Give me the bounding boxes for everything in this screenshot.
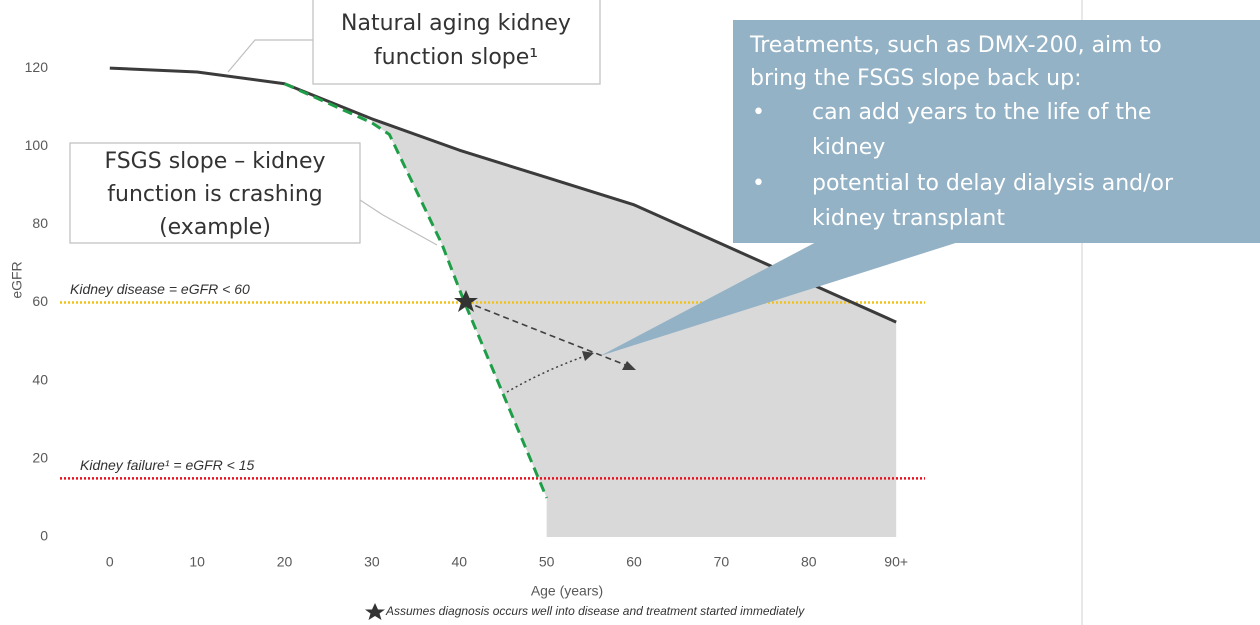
treatment-arrow bbox=[465, 301, 629, 367]
y-tick-label: 80 bbox=[32, 215, 48, 231]
x-tick-label: 60 bbox=[626, 554, 642, 570]
y-tick-label: 20 bbox=[32, 450, 48, 466]
footnote: Assumes diagnosis occurs well into disea… bbox=[385, 604, 805, 618]
callout-box bbox=[69, 142, 361, 244]
x-tick-label: 80 bbox=[801, 554, 817, 570]
threshold-label: Kidney failure¹ = eGFR < 15 bbox=[80, 457, 255, 473]
callout-text: kidney transplant bbox=[812, 206, 1005, 231]
leader bbox=[227, 39, 313, 73]
callout-text: can add years to the life of the bbox=[812, 100, 1151, 125]
callout-box bbox=[733, 20, 1260, 243]
bullet: • bbox=[752, 171, 765, 196]
x-tick-label: 90+ bbox=[884, 554, 908, 570]
callout-text: Natural aging kidney bbox=[341, 11, 571, 36]
y-tick-label: 40 bbox=[32, 371, 48, 387]
slope-line bbox=[283, 82, 549, 499]
threshold-label: Kidney disease = eGFR < 60 bbox=[70, 281, 250, 297]
slope-line bbox=[109, 66, 897, 324]
callout-text: Treatments, such as DMX-200, aim to bbox=[749, 33, 1162, 58]
diagnosis-star bbox=[454, 290, 478, 312]
leader bbox=[359, 199, 438, 246]
footnote-star bbox=[365, 603, 385, 620]
x-tick-label: 20 bbox=[277, 554, 293, 570]
callout-box bbox=[312, 0, 601, 85]
x-tick-label: 30 bbox=[364, 554, 380, 570]
arrow-head bbox=[622, 361, 636, 370]
callout-text: (example) bbox=[159, 215, 271, 240]
x-tick-label: 10 bbox=[189, 554, 205, 570]
callout-text: function is crashing bbox=[107, 182, 322, 207]
gap-area bbox=[371, 118, 897, 537]
y-tick-label: 120 bbox=[25, 59, 49, 75]
x-tick-label: 70 bbox=[714, 554, 730, 570]
x-tick-label: 0 bbox=[106, 554, 114, 570]
y-tick-label: 100 bbox=[25, 137, 49, 153]
callout-text: FSGS slope – kidney bbox=[104, 149, 325, 174]
bullet: • bbox=[752, 100, 765, 125]
callout-text: function slope¹ bbox=[374, 45, 538, 70]
callout-pointer bbox=[600, 240, 965, 356]
x-tick-label: 50 bbox=[539, 554, 555, 570]
y-axis-label: eGFR bbox=[9, 261, 25, 298]
callout-text: kidney bbox=[812, 135, 885, 160]
arrow-head bbox=[582, 351, 594, 361]
curve-arrow bbox=[506, 354, 589, 393]
x-tick-label: 40 bbox=[452, 554, 468, 570]
callout-text: bring the FSGS slope back up: bbox=[750, 66, 1081, 91]
y-tick-label: 0 bbox=[40, 528, 48, 544]
x-axis-label: Age (years) bbox=[531, 583, 603, 599]
y-tick-label: 60 bbox=[32, 293, 48, 309]
callout-text: potential to delay dialysis and/or bbox=[812, 171, 1174, 196]
